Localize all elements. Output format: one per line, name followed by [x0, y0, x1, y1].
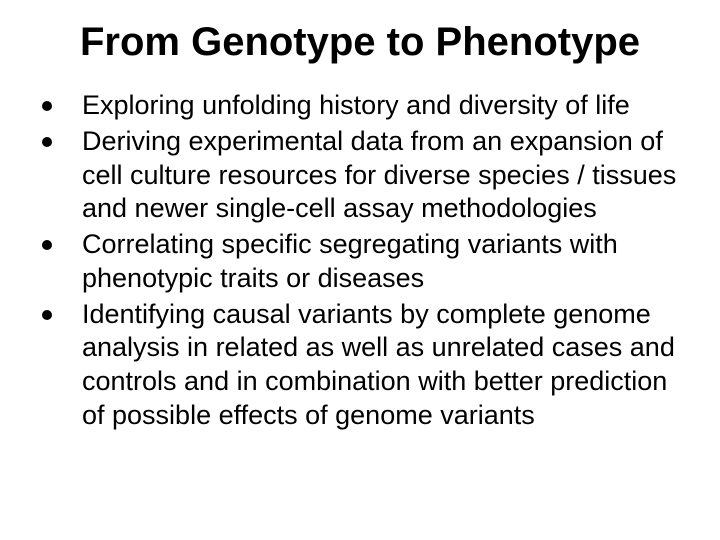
list-item: Exploring unfolding history and diversit…: [30, 89, 690, 123]
list-item: Correlating specific segregating variant…: [30, 228, 690, 296]
list-item: Identifying causal variants by complete …: [30, 298, 690, 433]
bullet-list: Exploring unfolding history and diversit…: [30, 89, 690, 433]
list-item: Deriving experimental data from an expan…: [30, 125, 690, 226]
bullet-text: Identifying causal variants by complete …: [82, 298, 690, 433]
bullet-icon: [42, 101, 52, 111]
slide-title: From Genotype to Phenotype: [30, 20, 690, 65]
bullet-text: Deriving experimental data from an expan…: [82, 125, 690, 226]
bullet-text: Exploring unfolding history and diversit…: [82, 89, 690, 123]
bullet-icon: [42, 240, 52, 250]
bullet-icon: [42, 137, 52, 147]
bullet-text: Correlating specific segregating variant…: [82, 228, 690, 296]
bullet-icon: [42, 310, 52, 320]
